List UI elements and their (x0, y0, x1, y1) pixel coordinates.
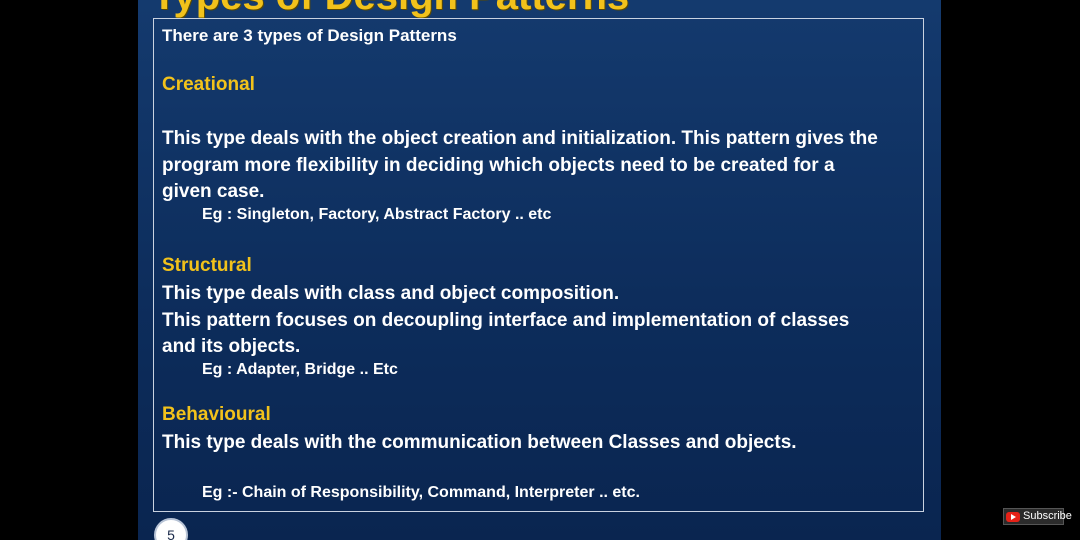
heading-creational: Creational (162, 74, 255, 95)
body-creational: This type deals with the object creation… (162, 126, 878, 206)
heading-structural: Structural (162, 255, 252, 276)
youtube-play-icon (1006, 511, 1020, 522)
slide-number-badge: 5 (154, 518, 188, 540)
body-line: and its objects. (162, 336, 301, 357)
body-structural: This type deals with class and object co… (162, 281, 849, 361)
body-line: This type deals with class and object co… (162, 283, 620, 304)
example-behavioural: Eg :- Chain of Responsibility, Command, … (202, 484, 640, 501)
example-creational: Eg : Singleton, Factory, Abstract Factor… (202, 206, 552, 223)
body-behavioural: This type deals with the communication b… (162, 430, 797, 457)
body-line: This type deals with the object creation… (162, 128, 878, 149)
body-line: given case. (162, 181, 265, 202)
subscribe-label: Subscribe (1023, 510, 1072, 522)
slide-title: Types of Design Patterns (152, 0, 629, 18)
body-line: This type deals with the communication b… (162, 432, 797, 453)
presentation-slide: Types of Design Patterns There are 3 typ… (138, 0, 941, 540)
body-line: This pattern focuses on decoupling inter… (162, 309, 850, 331)
intro-text: There are 3 types of Design Patterns (162, 26, 457, 45)
example-structural: Eg : Adapter, Bridge .. Etc (202, 361, 398, 378)
subscribe-button[interactable]: Subscribe (1003, 508, 1072, 525)
body-line: program more flexibility in deciding whi… (162, 154, 835, 176)
heading-behavioural: Behavioural (162, 404, 271, 425)
content-box: There are 3 types of Design Patterns Cre… (153, 18, 924, 512)
